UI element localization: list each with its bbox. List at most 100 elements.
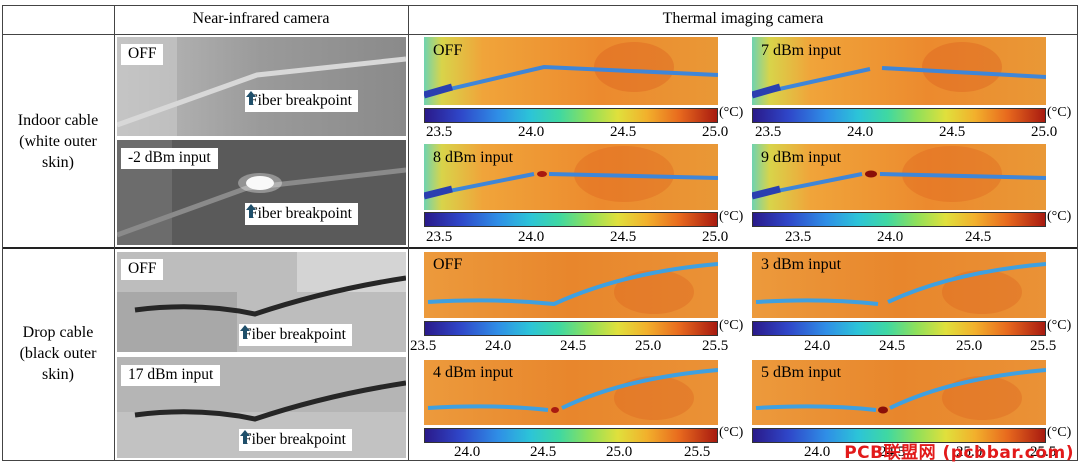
col-rule-2 bbox=[408, 5, 409, 461]
tick-label: 24.0 bbox=[877, 229, 904, 245]
nir-header: Near-infrared camera bbox=[192, 10, 330, 27]
row-label-drop: Drop cable (black outer skin) bbox=[2, 322, 114, 385]
thermal-tag: 7 dBm input bbox=[761, 42, 842, 59]
tick-label: 24.5 bbox=[939, 124, 966, 140]
thermal-image-drop-3dbm: 3 dBm input bbox=[752, 252, 1046, 318]
top-rule bbox=[2, 5, 1078, 6]
tick-label: 25.0 bbox=[956, 444, 983, 460]
tick-label: 23.5 bbox=[426, 229, 453, 245]
tick-label: 24.0 bbox=[485, 338, 512, 354]
thermal-image-indoor-8dbm: 8 dBm input bbox=[424, 144, 718, 210]
nir-image-indoor-off: OFF Fiber breakpoint bbox=[117, 37, 406, 136]
nir-image-drop-off: OFF Fiber breakpoint bbox=[117, 252, 406, 352]
tick-label: 25.0 bbox=[1031, 124, 1058, 140]
tick-label: 25.5 bbox=[684, 444, 711, 460]
col-rule-1 bbox=[114, 5, 115, 461]
breakpoint-text: Fiber breakpoint bbox=[243, 326, 346, 343]
right-rule bbox=[1077, 5, 1078, 461]
breakpoint-label: Fiber breakpoint bbox=[239, 429, 352, 451]
thermal-tag: 4 dBm input bbox=[433, 364, 514, 381]
breakpoint-text: Fiber breakpoint bbox=[249, 92, 352, 109]
colorbar bbox=[424, 212, 718, 227]
breakpoint-label: Fiber breakpoint bbox=[245, 203, 358, 225]
row-divider bbox=[2, 247, 1078, 249]
row-label-line: (white outer bbox=[19, 133, 97, 150]
tick-label: 24.0 bbox=[518, 124, 545, 140]
unit-label: (°C) bbox=[1047, 318, 1072, 333]
unit-label: (°C) bbox=[1047, 425, 1072, 440]
tick-label: 23.5 bbox=[785, 229, 812, 245]
tick-label: 24.5 bbox=[530, 444, 557, 460]
breakpoint-label: Fiber breakpoint bbox=[239, 324, 352, 346]
left-rule bbox=[2, 5, 3, 461]
tick-label: 25.0 bbox=[956, 338, 983, 354]
unit-label: (°C) bbox=[719, 209, 744, 224]
thermal-image-drop-5dbm: 5 dBm input bbox=[752, 360, 1046, 425]
tick-label: 24.0 bbox=[804, 444, 831, 460]
thermal-tag: 9 dBm input bbox=[761, 149, 842, 166]
unit-label: (°C) bbox=[1047, 209, 1072, 224]
colorbar bbox=[424, 428, 718, 443]
tick-label: 24.5 bbox=[879, 338, 906, 354]
row-label-line: skin) bbox=[42, 366, 74, 383]
breakpoint-label: Fiber breakpoint bbox=[245, 90, 358, 112]
row-label-line: Drop cable bbox=[22, 324, 94, 341]
unit-label: (°C) bbox=[719, 105, 744, 120]
thermal-image-indoor-7dbm: 7 dBm input bbox=[752, 37, 1046, 105]
unit-label: (°C) bbox=[719, 425, 744, 440]
thermal-image-drop-off: OFF bbox=[424, 252, 718, 318]
colorbar bbox=[424, 321, 718, 336]
tick-label: 25.5 bbox=[1030, 444, 1057, 460]
tick-label: 24.5 bbox=[965, 229, 992, 245]
thermal-tag: OFF bbox=[433, 256, 463, 273]
colorbar bbox=[752, 428, 1046, 443]
tick-label: 24.0 bbox=[518, 229, 545, 245]
tick-label: 23.5 bbox=[426, 124, 453, 140]
tick-label: 24.0 bbox=[847, 124, 874, 140]
row-label-line: skin) bbox=[42, 154, 74, 171]
watermark: PCB联盟网 (pcbbar.com) bbox=[844, 443, 1074, 463]
bottom-rule bbox=[2, 460, 1078, 461]
colorbar bbox=[424, 108, 718, 123]
tick-label: 24.5 bbox=[610, 124, 637, 140]
row-label-line: (black outer bbox=[19, 345, 97, 362]
up-arrow-icon bbox=[240, 325, 250, 339]
nir-tag: -2 dBm input bbox=[121, 148, 218, 169]
tick-label: 25.5 bbox=[1030, 338, 1057, 354]
colorbar bbox=[752, 321, 1046, 336]
tick-label: 25.0 bbox=[635, 338, 662, 354]
tick-label: 25.0 bbox=[702, 124, 729, 140]
tick-label: 24.0 bbox=[804, 338, 831, 354]
tick-label: 24.0 bbox=[454, 444, 481, 460]
up-arrow-icon bbox=[246, 204, 256, 218]
tick-label: 23.5 bbox=[755, 124, 782, 140]
unit-label: (°C) bbox=[1047, 105, 1072, 120]
nir-tag: OFF bbox=[121, 44, 164, 65]
header-rule bbox=[2, 34, 1078, 35]
thermal-header: Thermal imaging camera bbox=[662, 10, 824, 27]
tick-label: 24.5 bbox=[879, 444, 906, 460]
thermal-image-indoor-off: OFF bbox=[424, 37, 718, 105]
breakpoint-text: Fiber breakpoint bbox=[243, 431, 346, 448]
tick-label: 24.5 bbox=[560, 338, 587, 354]
tick-label: 24.5 bbox=[610, 229, 637, 245]
tick-label: 23.5 bbox=[410, 338, 437, 354]
up-arrow-icon bbox=[246, 91, 256, 105]
thermal-tag: 3 dBm input bbox=[761, 256, 842, 273]
nir-tag: 17 dBm input bbox=[121, 365, 221, 386]
colorbar bbox=[752, 108, 1046, 123]
tick-label: 25.5 bbox=[702, 338, 729, 354]
row-label-line: Indoor cable bbox=[17, 112, 99, 129]
thermal-tag: OFF bbox=[433, 42, 463, 59]
thermal-image-indoor-9dbm: 9 dBm input bbox=[752, 144, 1046, 210]
nir-image-indoor-input: -2 dBm input Fiber breakpoint bbox=[117, 140, 406, 245]
nir-tag: OFF bbox=[121, 259, 164, 280]
breakpoint-text: Fiber breakpoint bbox=[249, 205, 352, 222]
unit-label: (°C) bbox=[719, 318, 744, 333]
row-label-indoor: Indoor cable (white outer skin) bbox=[2, 110, 114, 173]
thermal-tag: 8 dBm input bbox=[433, 149, 514, 166]
nir-image-drop-input: 17 dBm input Fiber breakpoint bbox=[117, 357, 406, 458]
tick-label: 25.0 bbox=[606, 444, 633, 460]
tick-label: 25.0 bbox=[702, 229, 729, 245]
